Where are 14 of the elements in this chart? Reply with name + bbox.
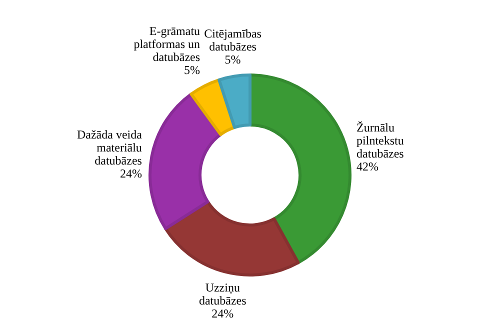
data-label: 5% xyxy=(224,52,241,66)
data-label: 42% xyxy=(356,160,379,174)
slice-label: Dažāda veida materiālu datubāzes xyxy=(76,127,143,168)
slice-label: Uzziņu datubāzes xyxy=(198,280,247,308)
slice-label: Žurnālu pilntekstu datubāzes xyxy=(356,120,404,161)
slice-label: Citējamības datubāzes xyxy=(204,26,262,54)
slice-label: E-grāmatu platformas un datubāzes xyxy=(134,24,200,64)
data-label: 5% xyxy=(184,62,200,77)
donut-slice xyxy=(248,74,352,264)
donut-slice xyxy=(148,92,222,230)
data-label: 24% xyxy=(212,306,234,321)
data-label: 24% xyxy=(120,166,142,180)
donut-slice xyxy=(218,74,252,129)
donut-slice xyxy=(164,200,300,276)
